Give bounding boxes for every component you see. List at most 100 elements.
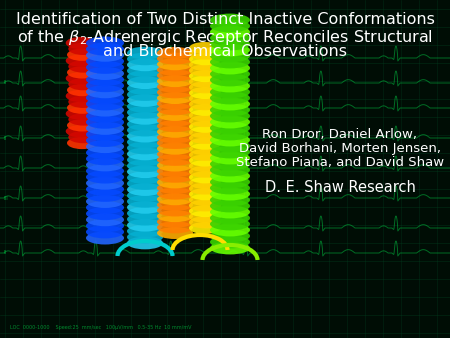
Ellipse shape — [157, 103, 193, 115]
Ellipse shape — [210, 146, 250, 159]
Ellipse shape — [157, 109, 193, 121]
Ellipse shape — [157, 182, 193, 194]
Ellipse shape — [86, 225, 124, 238]
Text: LOC  0000-1000    Speed:25  mm/sec   100μV/mm   0.5-35 Hz  10 mm/mV: LOC 0000-1000 Speed:25 mm/sec 100μV/mm 0… — [10, 325, 192, 330]
Ellipse shape — [86, 49, 124, 62]
Ellipse shape — [157, 47, 193, 59]
Ellipse shape — [157, 216, 193, 228]
Ellipse shape — [127, 100, 163, 113]
Ellipse shape — [189, 171, 221, 184]
Text: and Biochemical Observations: and Biochemical Observations — [103, 44, 347, 59]
Ellipse shape — [210, 103, 250, 116]
Ellipse shape — [67, 119, 97, 131]
Ellipse shape — [127, 171, 163, 184]
Ellipse shape — [86, 152, 124, 165]
Ellipse shape — [210, 206, 250, 218]
Ellipse shape — [86, 97, 124, 111]
Ellipse shape — [189, 149, 221, 161]
Ellipse shape — [67, 66, 97, 78]
Ellipse shape — [127, 47, 163, 59]
Ellipse shape — [127, 177, 163, 190]
Ellipse shape — [210, 218, 250, 231]
Ellipse shape — [157, 148, 193, 160]
Ellipse shape — [210, 151, 250, 164]
Ellipse shape — [210, 182, 250, 194]
Ellipse shape — [127, 183, 163, 196]
Ellipse shape — [189, 110, 221, 121]
Ellipse shape — [86, 207, 124, 220]
Ellipse shape — [157, 188, 193, 200]
Ellipse shape — [127, 189, 163, 202]
Ellipse shape — [210, 44, 250, 56]
Ellipse shape — [210, 199, 250, 212]
Ellipse shape — [66, 107, 96, 120]
Ellipse shape — [86, 165, 124, 177]
Ellipse shape — [210, 194, 250, 207]
Ellipse shape — [189, 121, 221, 133]
Text: II: II — [3, 80, 6, 86]
Ellipse shape — [86, 213, 124, 226]
Ellipse shape — [157, 53, 193, 65]
Ellipse shape — [127, 219, 163, 232]
Text: II: II — [3, 136, 6, 141]
Ellipse shape — [86, 146, 124, 159]
Ellipse shape — [127, 165, 163, 178]
Ellipse shape — [86, 159, 124, 171]
Ellipse shape — [127, 106, 163, 119]
Ellipse shape — [210, 14, 250, 26]
Ellipse shape — [66, 125, 96, 137]
Ellipse shape — [86, 189, 124, 202]
Ellipse shape — [127, 130, 163, 142]
Ellipse shape — [189, 211, 221, 223]
Text: D. E. Shaw Research: D. E. Shaw Research — [265, 180, 415, 195]
Ellipse shape — [86, 110, 124, 123]
Ellipse shape — [189, 188, 221, 200]
Ellipse shape — [157, 193, 193, 205]
Ellipse shape — [189, 166, 221, 178]
Ellipse shape — [189, 98, 221, 110]
Ellipse shape — [67, 137, 97, 149]
Ellipse shape — [67, 84, 97, 96]
Ellipse shape — [86, 219, 124, 232]
Ellipse shape — [66, 54, 96, 67]
Ellipse shape — [210, 38, 250, 50]
Ellipse shape — [86, 122, 124, 135]
Ellipse shape — [127, 88, 163, 101]
Ellipse shape — [189, 70, 221, 82]
Ellipse shape — [127, 94, 163, 107]
Ellipse shape — [66, 72, 96, 84]
Ellipse shape — [210, 79, 250, 92]
Ellipse shape — [189, 81, 221, 93]
Ellipse shape — [157, 92, 193, 104]
Ellipse shape — [189, 65, 221, 76]
Ellipse shape — [86, 79, 124, 92]
Ellipse shape — [86, 67, 124, 80]
Ellipse shape — [127, 82, 163, 95]
Ellipse shape — [210, 236, 250, 248]
Ellipse shape — [210, 55, 250, 68]
Ellipse shape — [210, 68, 250, 80]
Ellipse shape — [189, 160, 221, 172]
Ellipse shape — [86, 128, 124, 141]
Ellipse shape — [86, 91, 124, 104]
Ellipse shape — [127, 70, 163, 83]
Ellipse shape — [68, 131, 98, 143]
Ellipse shape — [66, 90, 96, 102]
Ellipse shape — [210, 175, 250, 188]
Ellipse shape — [68, 61, 98, 73]
Ellipse shape — [127, 118, 163, 130]
Ellipse shape — [210, 62, 250, 74]
Ellipse shape — [189, 48, 221, 59]
Ellipse shape — [86, 201, 124, 214]
Ellipse shape — [86, 195, 124, 208]
Ellipse shape — [210, 74, 250, 87]
Ellipse shape — [157, 137, 193, 149]
Ellipse shape — [189, 194, 221, 206]
Ellipse shape — [189, 222, 221, 234]
Ellipse shape — [157, 120, 193, 132]
Ellipse shape — [127, 195, 163, 208]
Ellipse shape — [67, 49, 97, 61]
Ellipse shape — [157, 87, 193, 98]
Ellipse shape — [127, 160, 163, 172]
Ellipse shape — [210, 164, 250, 176]
